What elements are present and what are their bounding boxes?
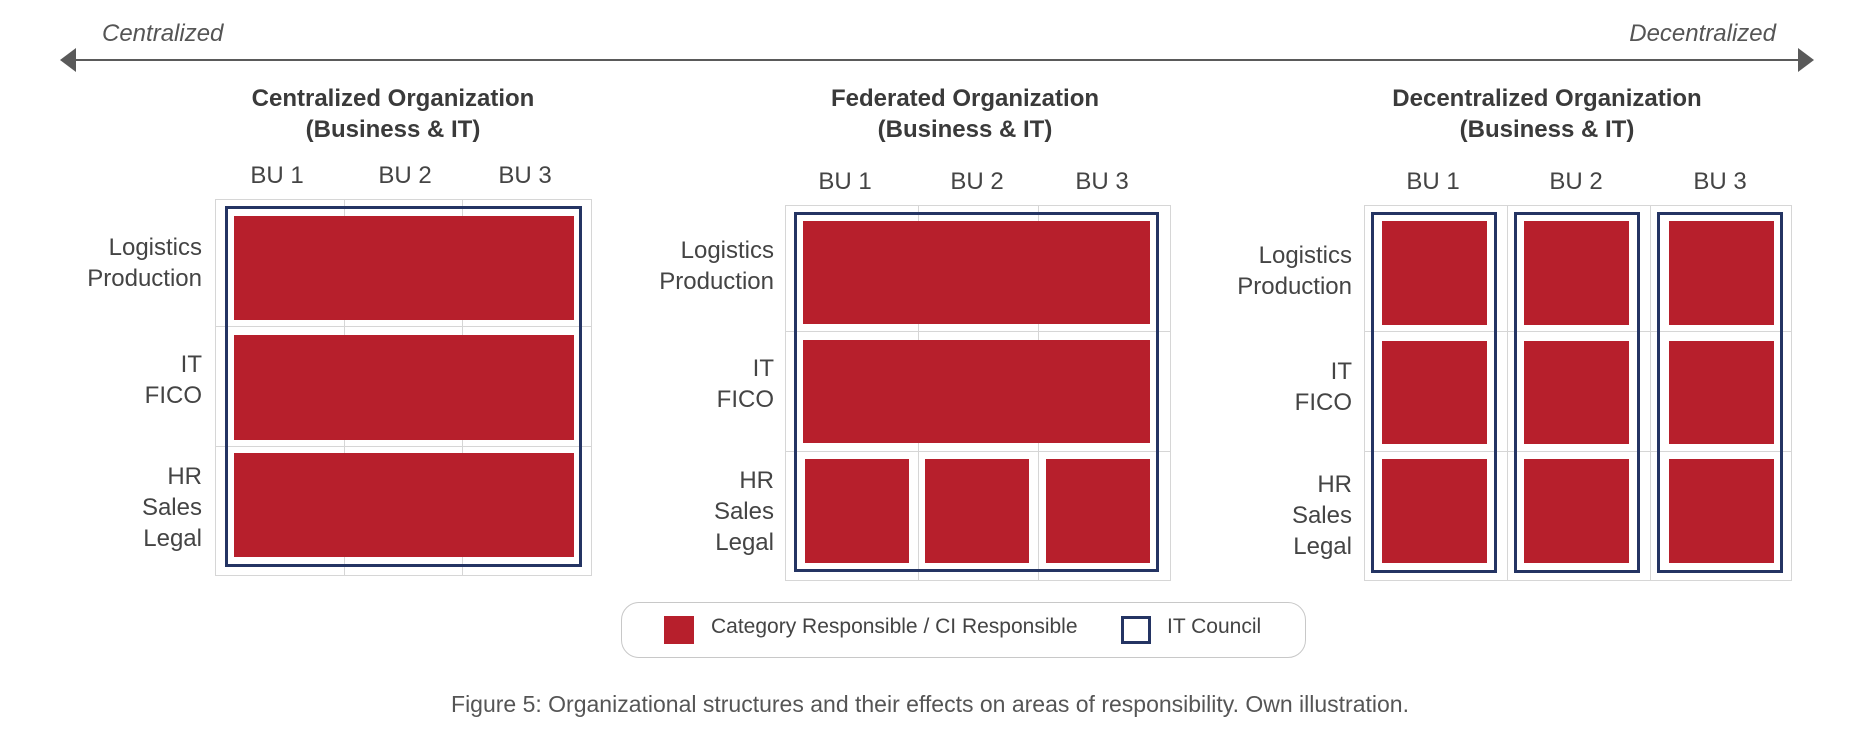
- responsibility-block: [1524, 459, 1629, 563]
- centralized-axis-label: Centralized: [102, 20, 224, 47]
- row-label-logistics-production: Logistics Production: [42, 232, 202, 294]
- decentralized-panel-title: Decentralized Organization (Business & I…: [1327, 83, 1767, 145]
- row-label-line: Sales: [713, 498, 774, 525]
- row-label-line: HR: [167, 463, 202, 490]
- grid-line: [785, 331, 1171, 332]
- grid-line: [1507, 205, 1508, 581]
- responsibility-block: [1382, 221, 1487, 325]
- responsibility-block: [1382, 341, 1487, 444]
- column-label-bu3: BU 3: [1075, 168, 1129, 195]
- column-label-bu2: BU 2: [378, 162, 432, 189]
- matrix-grid: [215, 199, 592, 576]
- panel-title-line2: (Business & IT): [305, 116, 481, 143]
- panel-title-line2: (Business & IT): [1459, 116, 1635, 143]
- responsibility-block: [1524, 341, 1629, 444]
- column-label-bu3: BU 3: [1693, 168, 1747, 195]
- row-label-line: HR: [1317, 471, 1352, 498]
- row-label-hr-sales-legal: HR Sales Legal: [614, 465, 774, 558]
- responsibility-block: [925, 459, 1029, 563]
- row-label-line: Sales: [141, 494, 202, 521]
- grid-line: [1650, 205, 1651, 581]
- column-label-bu1: BU 1: [1406, 168, 1460, 195]
- responsibility-block: [1669, 221, 1774, 325]
- grid-line: [785, 451, 1171, 452]
- row-label-line: Sales: [1291, 502, 1352, 529]
- grid-line: [1364, 451, 1792, 452]
- federated-panel-title: Federated Organization (Business & IT): [745, 83, 1185, 145]
- row-label-line: Production: [659, 268, 774, 295]
- row-label-line: FICO: [716, 386, 774, 413]
- it-council-frame: [1371, 212, 1497, 573]
- row-label-line: IT: [1330, 358, 1352, 385]
- column-label-bu2: BU 2: [1549, 168, 1603, 195]
- it-council-frame: [225, 206, 582, 567]
- row-label-line: FICO: [1294, 389, 1352, 416]
- council-swatch-icon: [1121, 616, 1151, 644]
- centralized-panel-title: Centralized Organization (Business & IT): [173, 83, 613, 145]
- responsibility-block: [1669, 459, 1774, 563]
- centralization-axis-line: [70, 59, 1808, 61]
- row-label-line: IT: [752, 355, 774, 382]
- row-label-line: Legal: [143, 525, 202, 552]
- row-label-line: FICO: [144, 382, 202, 409]
- responsibility-block: [1382, 459, 1487, 563]
- matrix-grid: [785, 205, 1171, 581]
- column-label-bu3: BU 3: [498, 162, 552, 189]
- matrix-grid: [1364, 205, 1792, 581]
- responsibility-block: [234, 453, 574, 557]
- responsibility-block: [805, 459, 909, 563]
- panel-title-line1: Federated Organization: [830, 85, 1100, 112]
- row-label-line: Legal: [715, 529, 774, 556]
- panel-title-line1: Centralized Organization: [251, 85, 535, 112]
- row-label-line: Logistics: [1258, 242, 1352, 269]
- row-label-line: HR: [739, 467, 774, 494]
- row-label-it-fico: IT FICO: [614, 353, 774, 415]
- it-council-frame: [794, 212, 1159, 572]
- legend: Category Responsible / CI Responsible IT…: [621, 602, 1306, 658]
- arrow-left-icon: [60, 48, 76, 72]
- column-label-bu1: BU 1: [250, 162, 304, 189]
- it-council-frame: [1514, 212, 1640, 573]
- grid-line: [215, 326, 592, 327]
- row-label-line: Logistics: [108, 234, 202, 261]
- row-label-it-fico: IT FICO: [1192, 356, 1352, 418]
- responsibility-block: [803, 340, 1150, 443]
- row-label-hr-sales-legal: HR Sales Legal: [1192, 469, 1352, 562]
- row-label-hr-sales-legal: HR Sales Legal: [42, 461, 202, 554]
- row-label-line: Production: [1237, 273, 1352, 300]
- figure-caption: Figure 5: Organizational structures and …: [451, 691, 1409, 717]
- responsibility-block: [1669, 341, 1774, 444]
- row-label-logistics-production: Logistics Production: [1192, 240, 1352, 302]
- responsibility-block: [1046, 459, 1150, 563]
- row-label-logistics-production: Logistics Production: [614, 235, 774, 297]
- row-label-line: Logistics: [680, 237, 774, 264]
- row-label-it-fico: IT FICO: [42, 349, 202, 411]
- responsibility-block: [234, 216, 574, 320]
- column-label-bu2: BU 2: [950, 168, 1004, 195]
- decentralized-axis-label: Decentralized: [1629, 20, 1776, 47]
- grid-line: [215, 446, 592, 447]
- arrow-right-icon: [1798, 48, 1814, 72]
- it-council-frame: [1657, 212, 1783, 573]
- legend-responsible-label: Category Responsible / CI Responsible: [711, 615, 1078, 638]
- row-label-line: IT: [180, 351, 202, 378]
- row-label-line: Legal: [1293, 533, 1352, 560]
- responsible-swatch-icon: [664, 616, 694, 644]
- column-label-bu1: BU 1: [818, 168, 872, 195]
- responsibility-block: [1524, 221, 1629, 325]
- panel-title-line2: (Business & IT): [877, 116, 1053, 143]
- responsibility-block: [803, 221, 1150, 324]
- panel-title-line1: Decentralized Organization: [1392, 85, 1702, 112]
- legend-council-label: IT Council: [1167, 615, 1262, 638]
- row-label-line: Production: [87, 265, 202, 292]
- grid-line: [1364, 331, 1792, 332]
- responsibility-block: [234, 335, 574, 440]
